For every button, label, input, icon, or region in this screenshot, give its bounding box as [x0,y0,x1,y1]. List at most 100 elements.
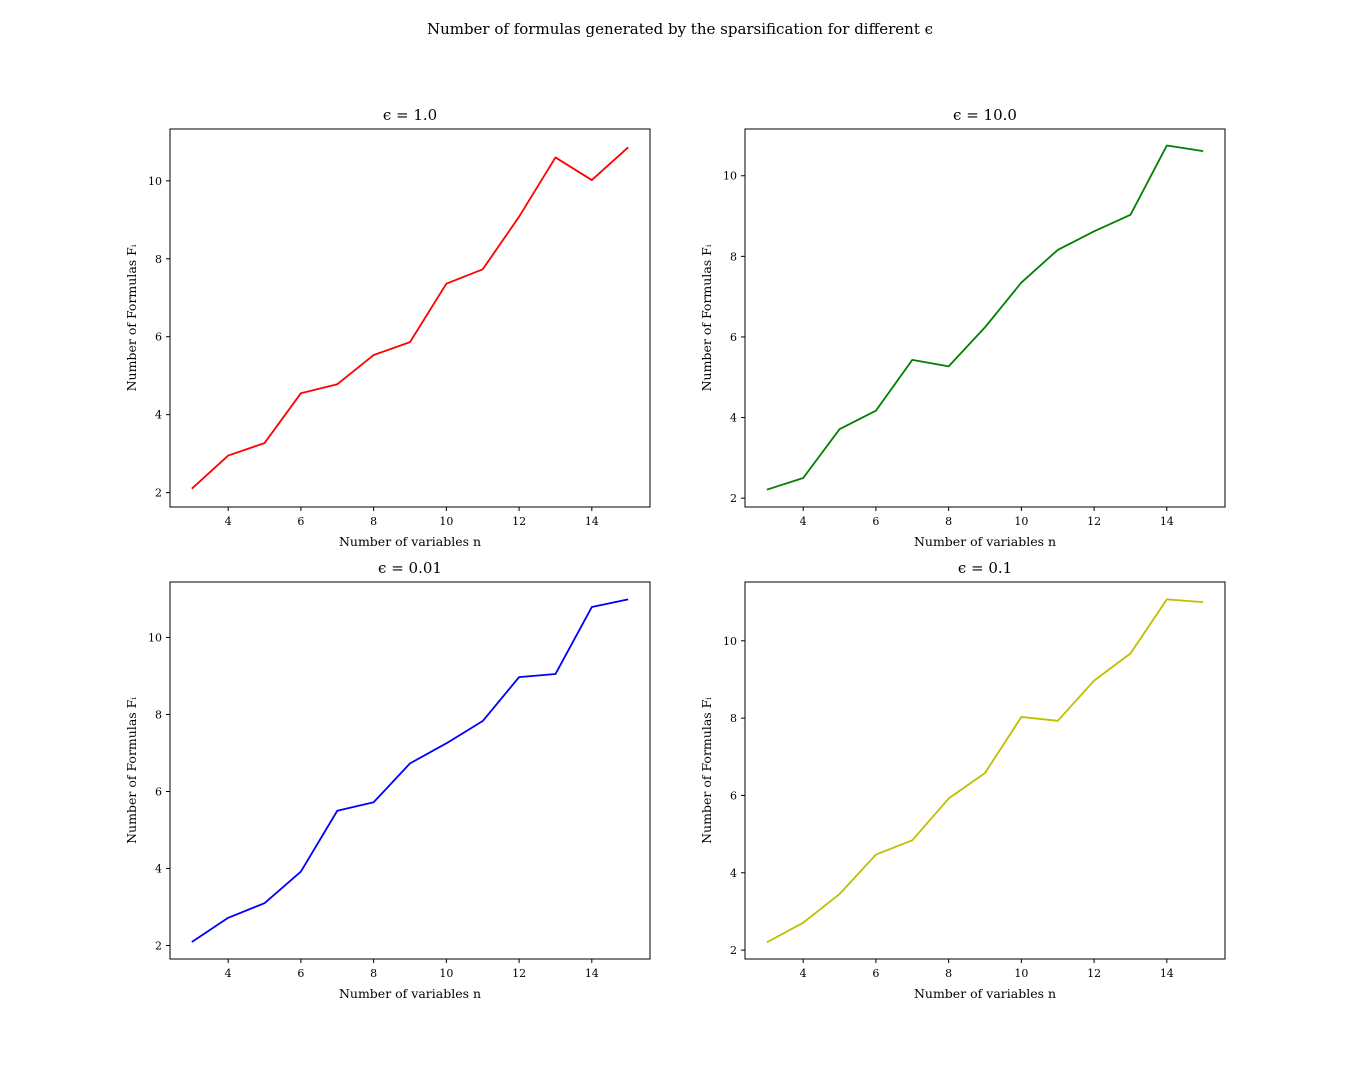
x-tick-label: 12 [512,515,526,528]
y-axis-label: Number of Formulas Fᵢ [699,244,714,391]
data-point [802,477,804,479]
x-tick-label: 10 [1014,967,1028,980]
y-axis-label: Number of Formulas Fᵢ [699,697,714,844]
subplot-4: ϵ = 0.1 4 6 8 10 12 14 2 4 6 8 10 Number of variable… [699,559,1226,1001]
series-line [191,146,629,490]
plot-frame [169,128,651,508]
data-point [264,442,266,444]
data-point [802,922,804,924]
y-tick-label: 6 [155,785,162,798]
x-axis-label: Number of variables n [914,534,1056,549]
x-tick-label: 10 [439,967,453,980]
x-tick-label: 6 [872,967,879,980]
data-point [1020,282,1022,284]
data-point [518,216,520,218]
data-point [336,810,338,812]
x-tick-label: 8 [370,515,377,528]
data-point [766,489,768,491]
x-tick-label: 12 [1087,967,1101,980]
y-tick-label: 6 [155,331,162,344]
x-tick-label: 8 [370,967,377,980]
data-point [445,283,447,285]
x-tick-label: 10 [1014,515,1028,528]
data-point [591,606,593,608]
data-point [227,455,229,457]
data-point [1057,249,1059,251]
data-point [373,354,375,356]
x-tick-label: 12 [512,967,526,980]
y-tick-label: 4 [730,867,737,880]
y-tick-label: 2 [155,940,162,953]
data-point [191,488,193,490]
y-tick-label: 6 [730,331,737,344]
data-point [1202,150,1204,152]
x-tick-label: 14 [1160,967,1174,980]
data-point [627,146,629,148]
data-point [300,871,302,873]
y-tick-label: 2 [155,487,162,500]
data-point [627,598,629,600]
data-point [591,179,593,181]
x-tick-label: 8 [945,967,952,980]
data-point [839,428,841,430]
subplot-2: ϵ = 10.0 4 6 8 10 12 14 2 4 6 8 10 Number of variabl… [699,106,1226,549]
y-tick-label: 8 [730,250,737,263]
subplot-3: ϵ = 0.01 4 6 8 10 12 14 2 4 6 8 10 Number of variabl… [124,559,651,1001]
y-tick-label: 8 [155,708,162,721]
subplot-title: ϵ = 10.0 [953,106,1017,124]
subplot-grid: ϵ = 1.0 4 6 8 10 12 14 2 4 6 8 10 Number of variable… [124,106,1226,1001]
x-tick-label: 14 [1160,515,1174,528]
x-tick-label: 6 [297,515,304,528]
x-tick-label: 4 [225,967,232,980]
x-tick-label: 6 [872,515,879,528]
x-axis-label: Number of variables n [339,986,481,1001]
plot-frame [169,581,651,960]
y-tick-label: 4 [730,412,737,425]
x-tick-label: 4 [225,515,232,528]
y-axis-label: Number of Formulas Fᵢ [124,244,139,391]
y-tick-label: 4 [155,863,162,876]
data-point [555,157,557,159]
data-point [373,801,375,803]
series-line [191,598,629,943]
data-point [1057,720,1059,722]
y-tick-label: 8 [730,712,737,725]
data-point [300,392,302,394]
subplot-1: ϵ = 1.0 4 6 8 10 12 14 2 4 6 8 10 Number of variable… [124,106,651,549]
data-point [984,326,986,328]
data-point [445,742,447,744]
data-point [1020,716,1022,718]
x-tick-label: 6 [297,967,304,980]
x-axis-label: Number of variables n [914,986,1056,1001]
y-tick-label: 2 [730,944,737,957]
x-axis-label: Number of variables n [339,534,481,549]
data-point [336,383,338,385]
data-point [911,359,913,361]
data-point [839,893,841,895]
data-point [409,762,411,764]
data-point [482,268,484,270]
data-point [1130,214,1132,216]
data-point [227,917,229,919]
y-tick-label: 6 [730,789,737,802]
x-tick-label: 12 [1087,515,1101,528]
subplot-title: ϵ = 1.0 [383,106,437,124]
data-point [766,941,768,943]
y-tick-label: 10 [723,635,737,648]
data-point [1166,599,1168,601]
plot-frame [744,128,1226,508]
data-point [875,854,877,856]
data-point [1130,653,1132,655]
figure-title: Number of formulas generated by the spar… [427,20,933,38]
y-tick-label: 4 [155,409,162,422]
x-tick-label: 8 [945,515,952,528]
data-point [875,410,877,412]
series-line [766,144,1204,491]
data-point [984,772,986,774]
x-tick-label: 14 [585,515,599,528]
data-point [555,673,557,675]
data-point [1166,145,1168,147]
data-point [1202,601,1204,603]
data-point [1093,680,1095,682]
